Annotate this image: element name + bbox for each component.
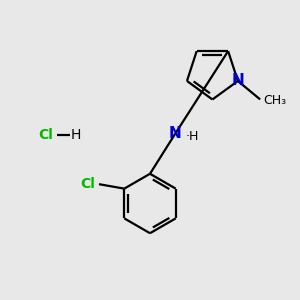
- Text: Cl: Cl: [81, 177, 95, 191]
- Text: H: H: [70, 128, 81, 142]
- Text: ·H: ·H: [186, 130, 199, 142]
- Text: CH₃: CH₃: [264, 94, 287, 107]
- Text: Cl: Cl: [38, 128, 53, 142]
- Text: N: N: [232, 74, 244, 88]
- Text: N: N: [169, 126, 182, 141]
